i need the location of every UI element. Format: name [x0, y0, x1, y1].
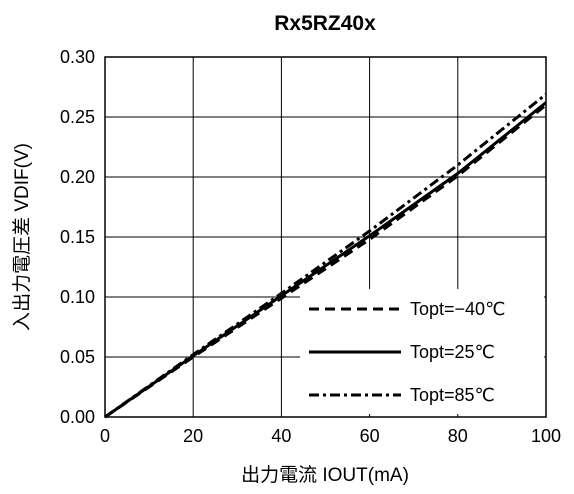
x-tick-label: 60 [360, 426, 380, 446]
x-tick-label: 100 [531, 426, 561, 446]
chart-title: Rx5RZ40x [274, 12, 376, 35]
x-axis-label: 出力電流 IOUT(mA) [241, 464, 409, 486]
series-line [104, 93, 547, 419]
x-tick-label: 40 [271, 426, 291, 446]
y-tick-label: 0.05 [60, 347, 95, 367]
x-tick-label: 80 [448, 426, 468, 446]
plot-area-frame [104, 56, 547, 418]
x-tick-label: 20 [183, 426, 203, 446]
y-tick-label: 0.30 [60, 47, 95, 67]
y-tick-label: 0.10 [60, 287, 95, 307]
y-tick-label: 0.00 [60, 407, 95, 427]
y-tick-label: 0.15 [60, 227, 95, 247]
tick-labels: 0 20 40 60 80 100 0.00 0.05 0.10 0.15 0.20 0.25 0.30 [60, 47, 561, 446]
y-tick-label: 0.25 [60, 107, 95, 127]
y-tick-label: 0.20 [60, 167, 95, 187]
legend: Topt=−40℃ Topt=25℃ Topt=85℃ [300, 289, 544, 414]
legend-entry-label: Topt=−40℃ [410, 299, 505, 319]
y-axis-label: 入出力電圧差 VDIF(V) [11, 143, 33, 331]
legend-entry-label: Topt=25℃ [410, 342, 495, 362]
series-lines [104, 93, 547, 419]
x-tick-label: 0 [100, 426, 110, 446]
legend-entry-label: Topt=85℃ [410, 385, 495, 405]
